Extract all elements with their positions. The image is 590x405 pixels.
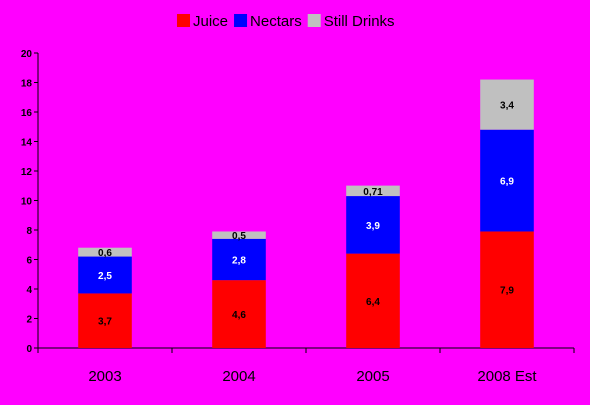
legend: Juice Nectars Still Drinks (177, 13, 395, 30)
y-tick-label: 4 (26, 285, 32, 296)
data-label: 0,5 (232, 231, 246, 242)
data-label: 3,4 (500, 101, 514, 112)
data-label: 4,6 (232, 310, 246, 321)
y-tick-label: 8 (26, 226, 32, 237)
y-tick-label: 2 (26, 315, 32, 326)
legend-swatch-still-drinks (307, 14, 321, 27)
data-label: 3,9 (366, 221, 380, 232)
bar-still-drinks-2005 (346, 185, 400, 197)
data-label: 0,6 (98, 248, 112, 259)
axes: 0 2 4 6 8 10 12 14 16 18 20 2003 2004 2005 2008 Est (21, 49, 575, 385)
data-label: 2,8 (232, 256, 246, 267)
y-tick-label: 6 (26, 256, 32, 267)
legend-swatch-juice (177, 14, 190, 27)
bar-nectars-2004 (212, 238, 266, 281)
y-tick-label: 16 (21, 108, 33, 119)
data-label: 0,71 (363, 187, 383, 198)
y-tick-label: 0 (26, 344, 32, 355)
legend-swatch-nectars (234, 14, 248, 27)
data-label: 7,9 (500, 286, 514, 297)
data-label: 6,9 (500, 177, 514, 188)
data-label: 3,7 (98, 317, 112, 328)
bar-nectars-2008-est (480, 129, 534, 232)
legend-label-nectars: Nectars (250, 13, 302, 30)
bars (78, 79, 534, 348)
bar-still-drinks-2008-est (480, 79, 534, 130)
bar-juice-2008-est (480, 231, 534, 348)
bar-still-drinks-2004 (212, 231, 266, 239)
bar-nectars-2005 (346, 196, 400, 254)
y-tick-label: 20 (21, 49, 33, 60)
x-tick-label: 2003 (88, 368, 121, 385)
data-labels: 3,7 2,5 0,6 4,6 2,8 0,5 6,4 3,9 0,71 7,9 6,9 3,4 (98, 101, 514, 328)
bar-nectars-2003 (78, 256, 132, 294)
bar-juice-2003 (78, 293, 132, 348)
bar-still-drinks-2003 (78, 247, 132, 257)
x-tick-label: 2004 (222, 368, 255, 385)
y-tick-label: 12 (21, 167, 33, 178)
y-tick-label: 18 (21, 79, 33, 90)
legend-label-juice: Juice (193, 13, 228, 30)
legend-label-still-drinks: Still Drinks (324, 13, 395, 30)
x-tick-label: 2008 Est (477, 368, 537, 385)
y-tick-label: 14 (21, 138, 33, 149)
bar-juice-2005 (346, 253, 400, 348)
y-tick-label: 10 (21, 197, 33, 208)
data-label: 6,4 (366, 297, 380, 308)
bar-juice-2004 (212, 280, 266, 348)
x-tick-label: 2005 (356, 368, 389, 385)
data-label: 2,5 (98, 271, 112, 282)
